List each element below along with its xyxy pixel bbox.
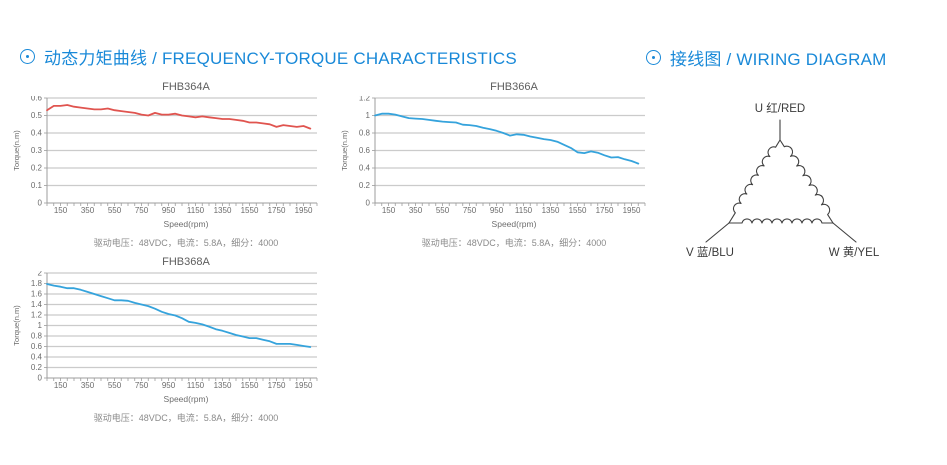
circled-dot-icon-core	[25, 54, 30, 59]
circled-dot-icon-core	[651, 55, 656, 60]
svg-text:2: 2	[38, 271, 43, 278]
svg-text:1950: 1950	[295, 206, 313, 215]
wiring-diagram: U 红/RED V 蓝/BLU W 黄/YEL	[686, 102, 880, 259]
circled-dot-icon	[20, 49, 35, 64]
svg-text:1.6: 1.6	[31, 290, 43, 299]
svg-text:1.4: 1.4	[31, 300, 43, 309]
terminal-label-w: W 黄/YEL	[829, 245, 880, 259]
svg-text:0.8: 0.8	[359, 129, 371, 138]
lead-wire-w	[832, 222, 857, 243]
torque-curve-plot-fhb366a: 0 0.2 0.4 0.6 0.8 1 1.2 150 350 550 750 950 1150 1350…	[340, 96, 646, 215]
svg-text:150: 150	[54, 381, 68, 390]
svg-text:1350: 1350	[214, 381, 232, 390]
svg-text:0.1: 0.1	[31, 181, 43, 190]
svg-text:1550: 1550	[241, 381, 259, 390]
coil-winding-left	[728, 139, 781, 224]
torque-curve-plot-fhb364a: 0 0.1 0.2 0.3 0.4 0.5 0.6 150 350 550 750 950 1150 13…	[12, 96, 318, 215]
svg-text:950: 950	[162, 206, 176, 215]
svg-text:1550: 1550	[241, 206, 259, 215]
svg-text:550: 550	[436, 206, 450, 215]
svg-text:150: 150	[382, 206, 396, 215]
svg-text:1: 1	[38, 321, 43, 330]
svg-text:1750: 1750	[596, 206, 614, 215]
lead-wire-v	[705, 222, 730, 243]
chart-title: FHB368A	[162, 256, 210, 268]
chart-title: FHB364A	[162, 81, 210, 93]
terminal-label-v: V 蓝/BLU	[686, 246, 734, 259]
chart-fhb364a: FHB364A 0 0.1 0.2 0.3 0.4 0.5 0.6 150 350 550 750 9…	[10, 80, 332, 249]
x-axis-label: Speed(rpm)	[163, 394, 209, 404]
x-axis-label: Speed(rpm)	[491, 219, 537, 229]
torque-curve-line	[46, 283, 312, 348]
svg-text:1750: 1750	[268, 206, 286, 215]
chart-fhb366a: FHB366A 0 0.2 0.4 0.6 0.8 1 1.2 150 350 550 750 950…	[338, 80, 660, 249]
svg-text:1: 1	[366, 111, 371, 120]
svg-text:750: 750	[463, 206, 477, 215]
svg-text:350: 350	[81, 381, 95, 390]
coil-winding-bottom	[728, 218, 834, 224]
section-title-torque: 动态力矩曲线 / FREQUENCY-TORQUE CHARACTERISTIC…	[44, 49, 517, 68]
svg-text:1950: 1950	[295, 381, 313, 390]
svg-text:1.2: 1.2	[359, 96, 371, 103]
svg-text:1750: 1750	[268, 381, 286, 390]
svg-text:350: 350	[81, 206, 95, 215]
svg-text:0.6: 0.6	[31, 96, 43, 103]
svg-text:950: 950	[162, 381, 176, 390]
coil-winding-right	[779, 139, 834, 224]
y-axis-label: Torque(n.m)	[340, 130, 349, 171]
svg-text:1950: 1950	[623, 206, 641, 215]
torque-curve-line	[374, 112, 640, 165]
drive-conditions-caption: 驱动电压：48VDC，电流：5.8A，细分：4000	[421, 238, 607, 248]
circled-dot-icon	[646, 50, 661, 65]
svg-text:0.3: 0.3	[31, 146, 43, 155]
svg-text:0.2: 0.2	[31, 363, 43, 372]
terminal-label-u: U 红/RED	[755, 102, 805, 115]
svg-text:1150: 1150	[515, 206, 533, 215]
svg-text:1350: 1350	[542, 206, 560, 215]
svg-text:1150: 1150	[187, 381, 205, 390]
svg-text:750: 750	[135, 381, 149, 390]
svg-text:0.4: 0.4	[359, 164, 371, 173]
svg-text:550: 550	[108, 381, 122, 390]
section-header-wiring: 接线图 / WIRING DIAGRAM	[646, 45, 887, 70]
svg-text:0: 0	[38, 199, 43, 208]
svg-text:350: 350	[409, 206, 423, 215]
svg-text:0.4: 0.4	[31, 129, 43, 138]
svg-text:0: 0	[38, 374, 43, 383]
svg-text:0.8: 0.8	[31, 332, 43, 341]
chart-fhb368a: FHB368A 0 0.2 0.4 0.6 0.8 1 1.2 1.4 1.6 1.8 2 150 35…	[10, 255, 332, 424]
y-axis-label: Torque(n.m)	[12, 130, 21, 171]
svg-text:750: 750	[135, 206, 149, 215]
svg-text:1550: 1550	[569, 206, 587, 215]
chart-title: FHB366A	[490, 81, 538, 93]
y-axis-label: Torque(n.m)	[12, 305, 21, 346]
torque-curve-line	[46, 104, 312, 130]
svg-text:1.8: 1.8	[31, 279, 43, 288]
svg-text:950: 950	[490, 206, 504, 215]
section-title-wiring: 接线图 / WIRING DIAGRAM	[670, 50, 887, 69]
svg-text:550: 550	[108, 206, 122, 215]
svg-text:0.4: 0.4	[31, 353, 43, 362]
svg-text:0.5: 0.5	[31, 111, 43, 120]
svg-text:1.2: 1.2	[31, 311, 43, 320]
svg-text:0.6: 0.6	[31, 342, 43, 351]
torque-curve-plot-fhb368a: 0 0.20.4 0.60.8 11.2 1.41.6 1.82 150 350 550 750 9…	[12, 271, 318, 390]
svg-text:150: 150	[54, 206, 68, 215]
svg-text:0: 0	[366, 199, 371, 208]
section-header-torque: 动态力矩曲线 / FREQUENCY-TORQUE CHARACTERISTIC…	[20, 44, 517, 69]
x-axis-label: Speed(rpm)	[163, 219, 209, 229]
svg-text:0.2: 0.2	[31, 164, 43, 173]
drive-conditions-caption: 驱动电压：48VDC，电流：5.8A，细分：4000	[93, 238, 279, 248]
svg-text:0.6: 0.6	[359, 146, 371, 155]
drive-conditions-caption: 驱动电压：48VDC，电流：5.8A，细分：4000	[93, 413, 279, 423]
svg-text:0.2: 0.2	[359, 181, 371, 190]
svg-text:1150: 1150	[187, 206, 205, 215]
svg-text:1350: 1350	[214, 206, 232, 215]
